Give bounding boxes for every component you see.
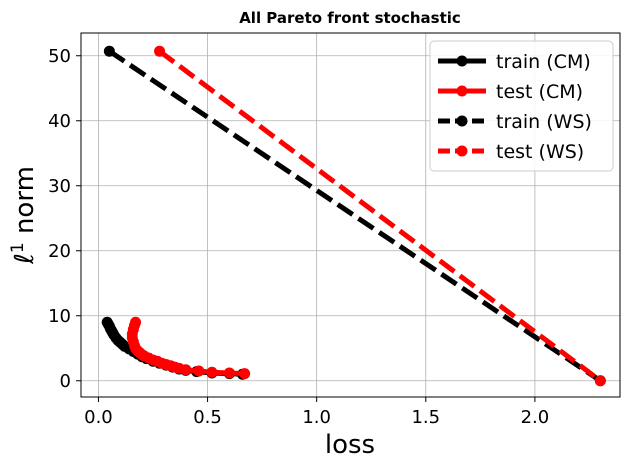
legend-marker (456, 85, 468, 97)
chart-title: All Pareto front stochastic (239, 9, 461, 27)
series-line (107, 49, 602, 383)
plot-frame (80, 32, 621, 398)
data-point (103, 45, 115, 57)
legend-label: train (WS) (496, 111, 592, 133)
data-point (594, 375, 606, 387)
legend-label: test (WS) (496, 141, 584, 163)
y-tick-label: 40 (48, 111, 71, 132)
y-axis-label: ℓ1 norm (8, 166, 40, 265)
legend-marker (456, 145, 468, 157)
legend: train (CM) test (CM) train (WS) test (WS) (429, 40, 614, 172)
legend-label: test (CM) (496, 81, 583, 103)
data-point (239, 368, 251, 380)
data-point (180, 364, 192, 376)
data-point (193, 365, 205, 377)
legend-marker (456, 55, 468, 67)
legend-label: train (CM) (496, 51, 591, 73)
x-tick-label: 1.5 (411, 407, 440, 428)
data-point (154, 45, 166, 57)
axis-ticks: 0.0 0.5 1.0 1.5 2.0 0 10 20 30 40 50 (48, 46, 549, 428)
y-axis-label-main: ℓ (10, 253, 40, 265)
y-tick-label: 20 (48, 241, 71, 262)
x-tick-label: 2.0 (521, 407, 550, 428)
x-tick-label: 0.0 (84, 407, 113, 428)
x-tick-label: 1.0 (302, 407, 331, 428)
legend-box (429, 40, 614, 172)
y-axis-label-rest: norm (10, 166, 40, 242)
plot-series (101, 45, 606, 387)
x-axis-label: loss (325, 430, 375, 460)
data-point (206, 366, 218, 378)
y-tick-label: 50 (48, 46, 71, 67)
y-tick-label: 0 (60, 371, 71, 392)
legend-marker (456, 115, 468, 127)
series-group (126, 316, 251, 380)
y-tick-label: 10 (48, 306, 71, 327)
data-point (223, 367, 235, 379)
series-group (154, 45, 606, 387)
y-tick-label: 30 (48, 176, 71, 197)
series-line (158, 49, 602, 383)
x-tick-label: 0.5 (193, 407, 222, 428)
y-axis-label-superscript: 1 (8, 242, 28, 253)
